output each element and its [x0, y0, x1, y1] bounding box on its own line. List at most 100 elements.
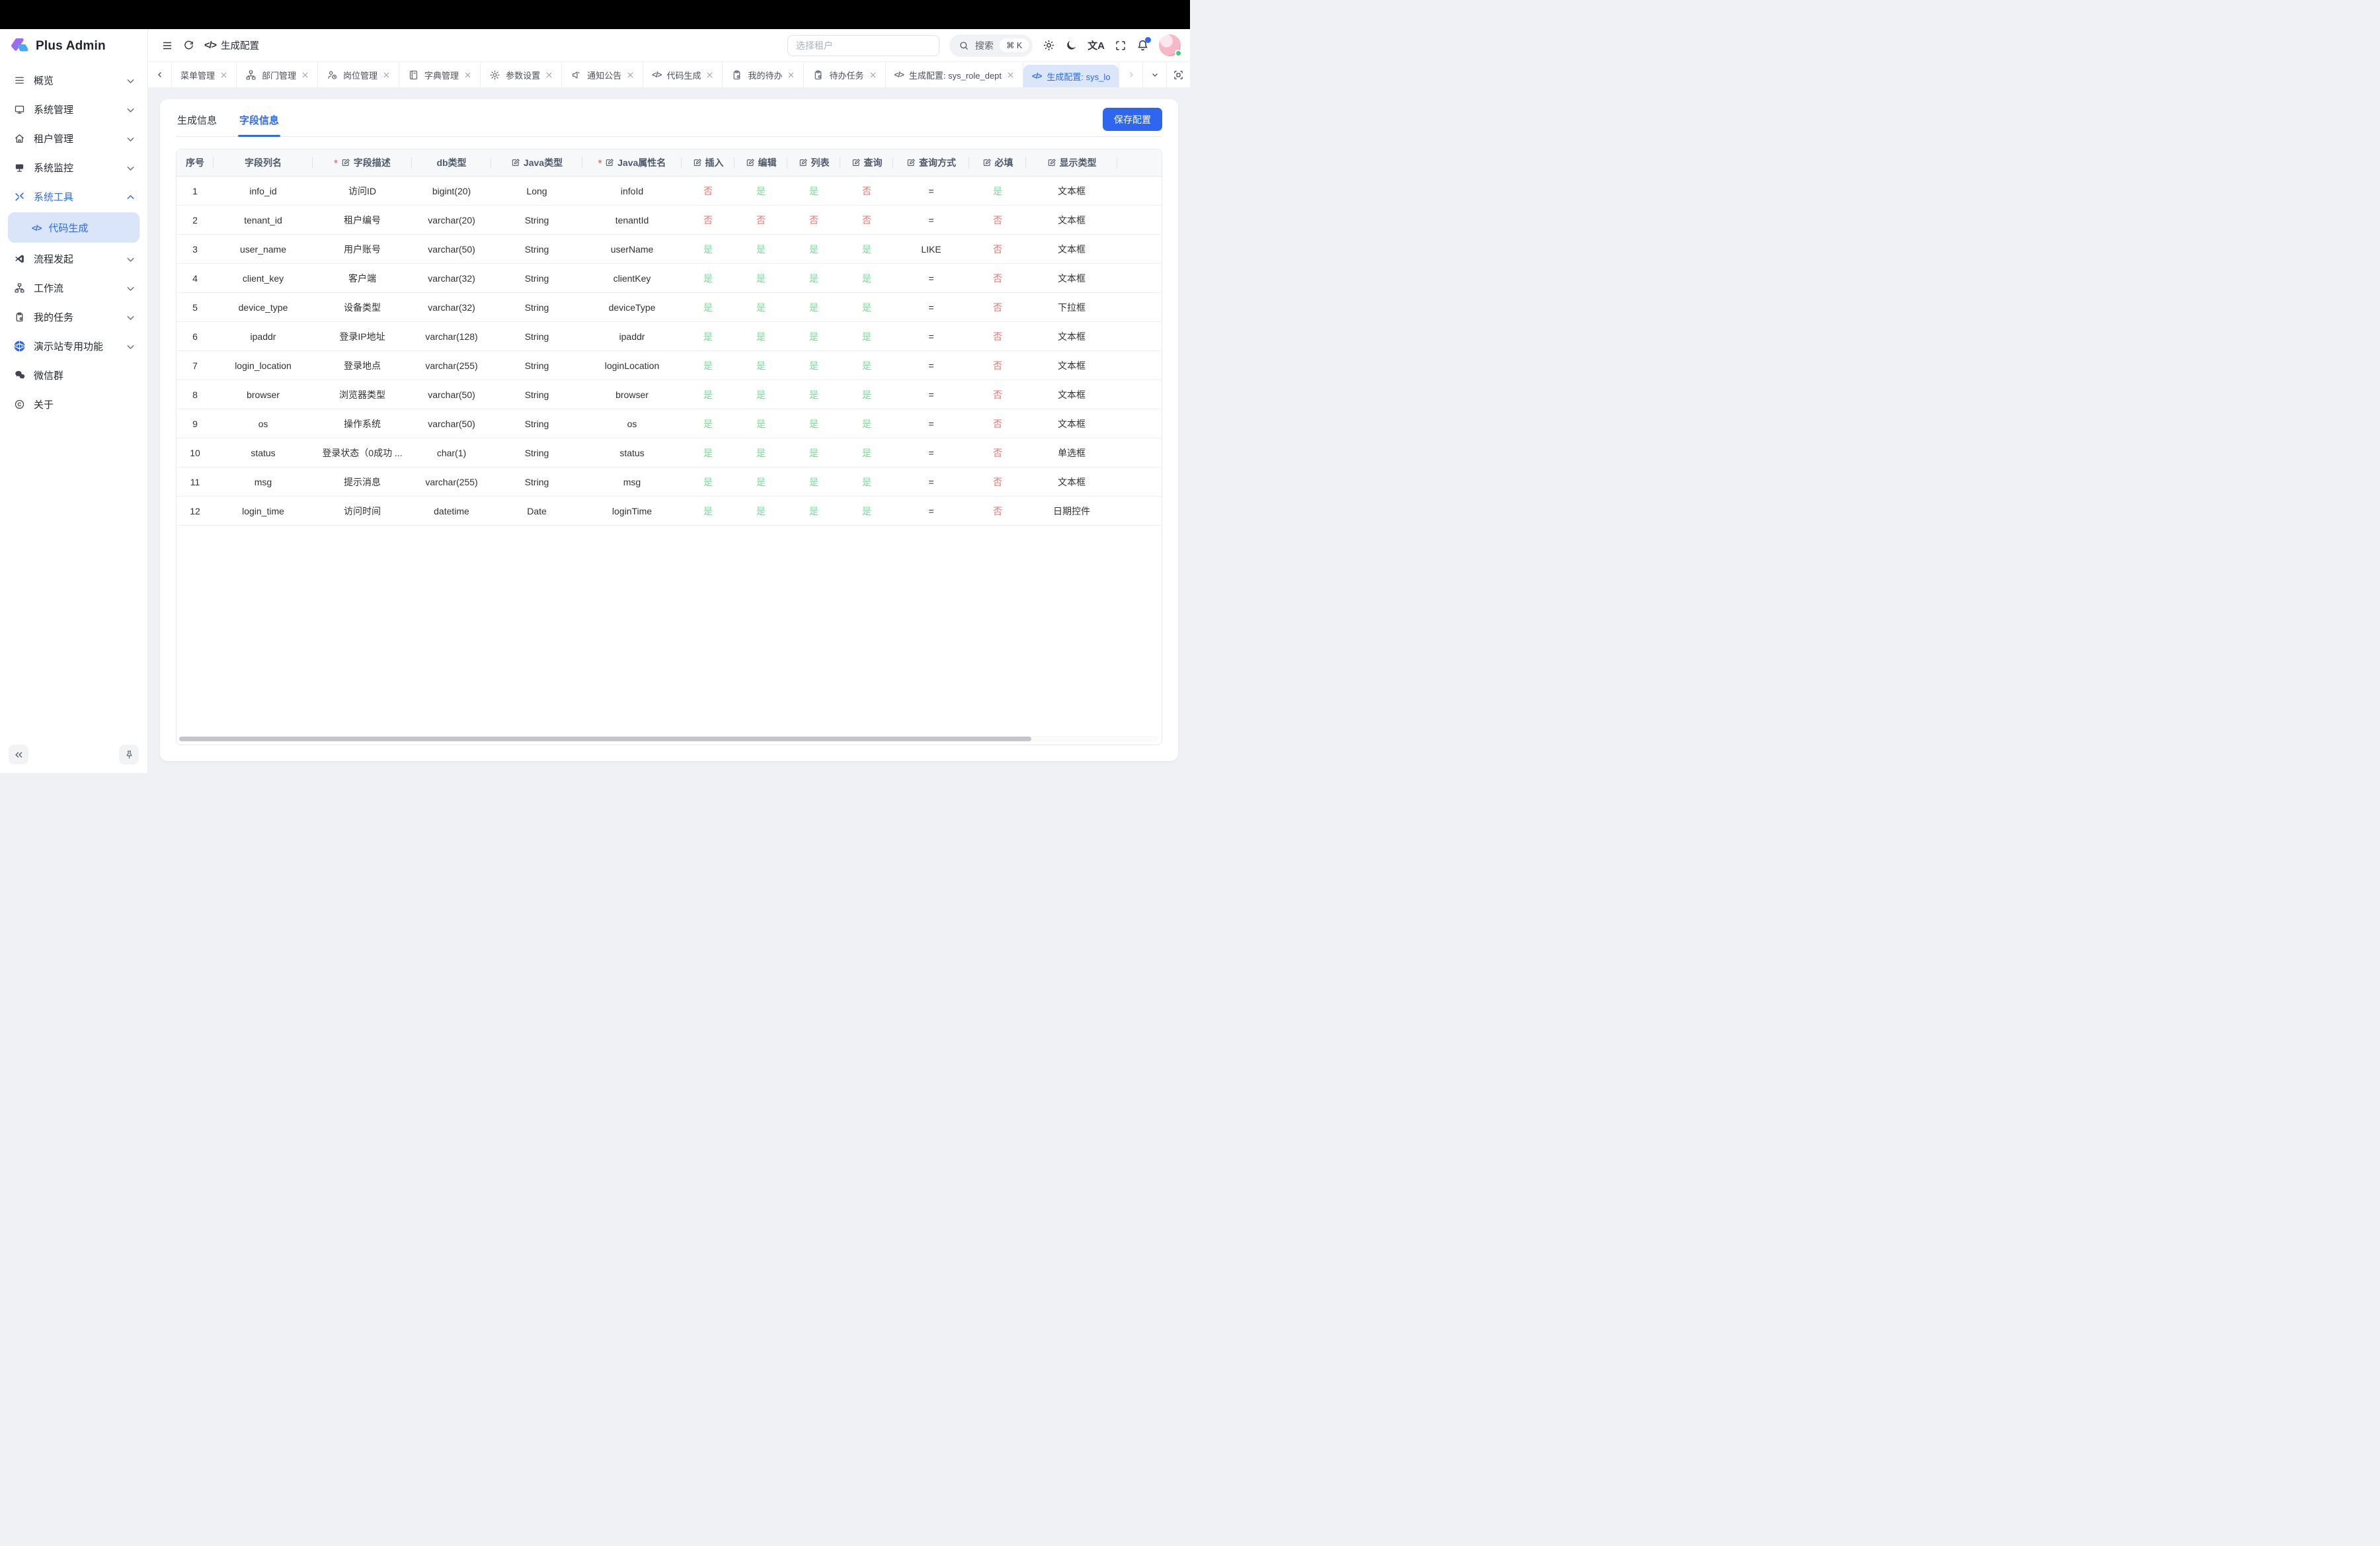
- edit-column-icon[interactable]: [511, 158, 520, 167]
- edit-column-icon[interactable]: [605, 158, 614, 167]
- sidebar-item-flow-start[interactable]: 流程发起: [8, 245, 139, 272]
- translate-icon[interactable]: 文A: [1088, 40, 1105, 52]
- cell-field-desc[interactable]: 登录地点: [344, 360, 381, 371]
- cell-query-type[interactable]: =: [928, 389, 934, 400]
- horizontal-scrollbar-thumb[interactable]: [179, 737, 1032, 741]
- cell-required[interactable]: 否: [993, 360, 1002, 371]
- cell-java-attr[interactable]: loginTime: [612, 505, 653, 516]
- cell-query[interactable]: 是: [862, 272, 871, 284]
- close-tab-icon[interactable]: [464, 71, 471, 79]
- close-tab-icon[interactable]: [383, 71, 390, 79]
- cell-required[interactable]: 否: [993, 243, 1002, 255]
- cell-java-type[interactable]: String: [524, 418, 549, 429]
- cell-java-attr[interactable]: clientKey: [613, 272, 651, 284]
- cell-list[interactable]: 是: [809, 272, 818, 284]
- cell-display-type[interactable]: 文本框: [1058, 331, 1086, 342]
- cell-field-desc[interactable]: 登录状态（0成功 ...: [322, 447, 403, 458]
- cell-list[interactable]: 是: [809, 331, 818, 342]
- tabs-dropdown-button[interactable]: [1142, 62, 1166, 87]
- config-tab-field-info[interactable]: 字段信息: [238, 108, 281, 137]
- cell-list[interactable]: 是: [809, 243, 818, 255]
- edit-column-icon[interactable]: [1047, 158, 1056, 167]
- page-tab-gen-sys-lo[interactable]: </> 生成配置: sys_lo: [1023, 65, 1119, 87]
- cell-field-desc[interactable]: 租户编号: [344, 214, 381, 225]
- page-tab-param-settings[interactable]: 参数设置: [481, 62, 563, 87]
- sidebar-subitem-code-gen[interactable]: </> 代码生成: [8, 212, 139, 243]
- cell-java-attr[interactable]: msg: [623, 476, 641, 487]
- cell-field-desc[interactable]: 操作系统: [344, 418, 381, 429]
- page-tab-notice[interactable]: 通知公告: [562, 62, 644, 87]
- tabs-scroll-left-button[interactable]: [148, 62, 172, 87]
- app-logo[interactable]: Plus Admin: [0, 29, 147, 60]
- cell-java-type[interactable]: String: [524, 389, 549, 400]
- cell-edit[interactable]: 是: [756, 243, 766, 255]
- cell-edit[interactable]: 否: [756, 214, 766, 225]
- cell-insert[interactable]: 是: [703, 389, 713, 400]
- cell-query-type[interactable]: =: [928, 331, 934, 342]
- cell-field-desc[interactable]: 设备类型: [344, 302, 381, 313]
- cell-query-type[interactable]: =: [928, 185, 934, 196]
- cell-java-type[interactable]: Long: [526, 185, 547, 196]
- cell-display-type[interactable]: 文本框: [1058, 243, 1086, 255]
- cell-field-desc[interactable]: 访问ID: [348, 185, 376, 196]
- cell-query[interactable]: 是: [862, 360, 871, 371]
- sidebar-item-overview[interactable]: 概览: [8, 67, 139, 93]
- cell-insert[interactable]: 是: [703, 418, 713, 429]
- close-tab-icon[interactable]: [220, 71, 227, 79]
- cell-display-type[interactable]: 文本框: [1058, 272, 1086, 284]
- cell-required[interactable]: 否: [993, 476, 1002, 487]
- sidebar-item-system-tools[interactable]: 系统工具: [8, 183, 139, 210]
- settings-gear-icon[interactable]: [1043, 39, 1055, 52]
- cell-insert[interactable]: 是: [703, 272, 713, 284]
- cell-field-desc[interactable]: 登录IP地址: [339, 331, 385, 342]
- cell-insert[interactable]: 是: [703, 302, 713, 313]
- cell-java-type[interactable]: String: [524, 331, 549, 342]
- notifications-bell-icon[interactable]: [1136, 37, 1151, 52]
- config-tab-gen-info[interactable]: 生成信息: [177, 115, 218, 126]
- page-tab-my-todo[interactable]: 我的待办: [723, 62, 805, 87]
- sidebar-item-system-mgmt[interactable]: 系统管理: [8, 96, 139, 122]
- cell-query[interactable]: 否: [862, 214, 871, 225]
- close-tab-icon[interactable]: [787, 71, 795, 79]
- cell-display-type[interactable]: 文本框: [1058, 476, 1086, 487]
- cell-insert[interactable]: 是: [703, 243, 713, 255]
- sidebar-item-about[interactable]: 关于: [8, 391, 139, 417]
- user-avatar[interactable]: [1159, 34, 1182, 57]
- page-tab-gen-sys-role-dept[interactable]: </> 生成配置: sys_role_dept: [885, 62, 1024, 87]
- cell-edit[interactable]: 是: [756, 302, 766, 313]
- cell-display-type[interactable]: 文本框: [1058, 214, 1086, 225]
- cell-query[interactable]: 否: [862, 185, 871, 196]
- cell-java-attr[interactable]: loginLocation: [604, 360, 660, 371]
- close-tab-icon[interactable]: [627, 71, 634, 79]
- cell-query[interactable]: 是: [862, 505, 871, 516]
- cell-query-type[interactable]: =: [928, 214, 934, 225]
- cell-java-type[interactable]: String: [524, 272, 549, 284]
- cell-insert[interactable]: 是: [703, 331, 713, 342]
- close-tab-icon[interactable]: [1007, 71, 1014, 79]
- page-tab-menu-mgmt[interactable]: 菜单管理: [172, 62, 237, 87]
- cell-java-attr[interactable]: os: [627, 418, 637, 429]
- cell-field-desc[interactable]: 客户端: [348, 272, 376, 284]
- page-tab-dict-mgmt[interactable]: 字典管理: [399, 62, 481, 87]
- close-tab-icon[interactable]: [301, 71, 309, 79]
- cell-query-type[interactable]: =: [928, 360, 934, 371]
- cell-insert[interactable]: 是: [703, 476, 713, 487]
- cell-field-desc[interactable]: 浏览器类型: [339, 389, 385, 400]
- close-tab-icon[interactable]: [706, 71, 713, 79]
- cell-required[interactable]: 否: [993, 214, 1002, 225]
- cell-java-type[interactable]: String: [524, 302, 549, 313]
- cell-query-type[interactable]: LIKE: [921, 243, 941, 255]
- content-fullscreen-button[interactable]: [1166, 62, 1190, 87]
- cell-list[interactable]: 是: [809, 418, 818, 429]
- cell-display-type[interactable]: 单选框: [1058, 447, 1086, 458]
- cell-list[interactable]: 是: [809, 447, 818, 458]
- sidebar-item-wechat-group[interactable]: 微信群: [8, 362, 139, 388]
- cell-list[interactable]: 是: [809, 185, 818, 196]
- close-tab-icon[interactable]: [869, 71, 877, 79]
- cell-java-type[interactable]: String: [524, 360, 549, 371]
- cell-java-attr[interactable]: infoId: [620, 185, 644, 196]
- cell-edit[interactable]: 是: [756, 360, 766, 371]
- cell-edit[interactable]: 是: [756, 389, 766, 400]
- sidebar-item-tenant-mgmt[interactable]: 租户管理: [8, 125, 139, 151]
- cell-required[interactable]: 否: [993, 418, 1002, 429]
